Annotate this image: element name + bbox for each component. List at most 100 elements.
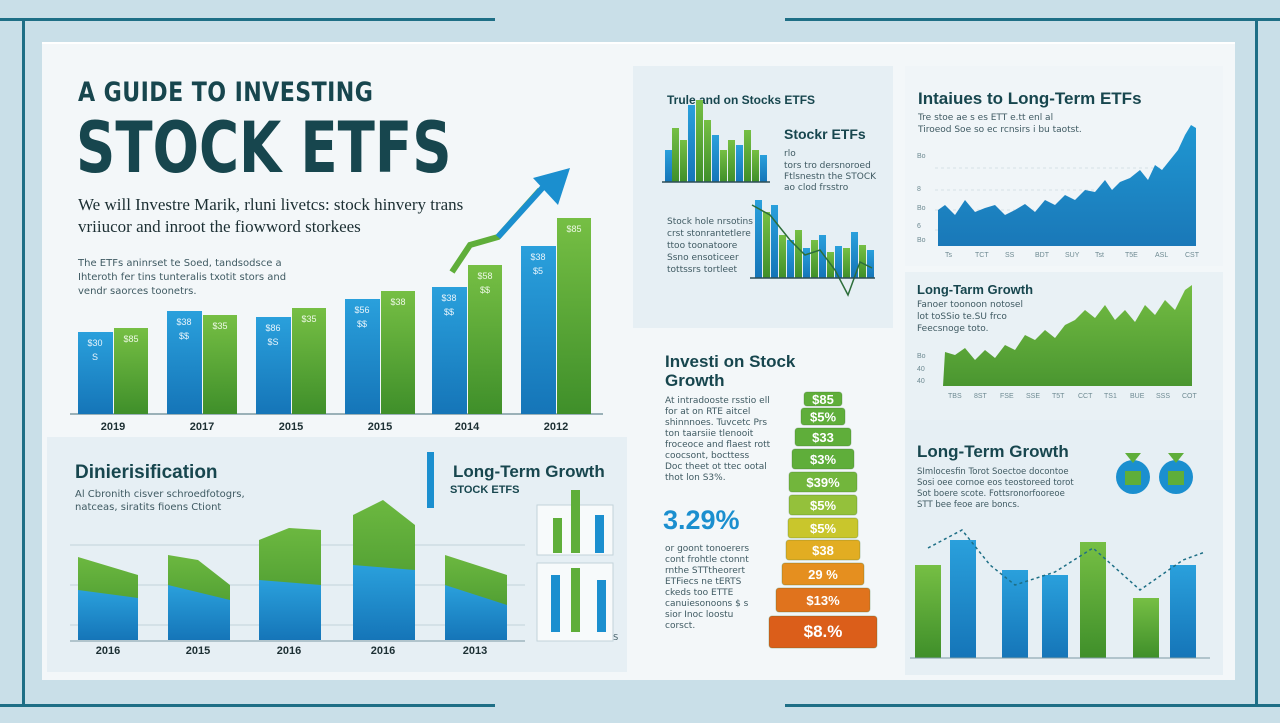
trends-title: Stockr ETFs [784,126,866,142]
stack-block-label: $5% [810,498,836,513]
bar [859,245,866,278]
bar [114,328,148,414]
ltgrowth-text-3: Feecsnoge toto. [917,324,989,334]
trend-arrow-head [533,168,570,205]
money-bag-icon [1125,453,1141,463]
x-tick-label: SSE [1026,393,1040,400]
bar [771,205,778,278]
bar [468,265,502,414]
bar [803,248,810,278]
bar [292,308,326,414]
bar [819,235,826,278]
stack-block-label: $85 [812,392,834,407]
bar [557,218,591,414]
investing-text-line: At intradooste rsstio ell [665,396,770,406]
bar [167,311,202,414]
trend-line [751,204,873,297]
x-tick-label: 2016 [371,645,395,657]
x-tick-label: 2019 [101,421,125,433]
note-line-3: vendr saorces toonetrs. [78,286,197,297]
bar [795,230,802,278]
bar [672,128,679,182]
bar [432,287,467,414]
area [938,125,1196,246]
area-blue [78,590,138,640]
investing-text-line: sior Inoc loostu [665,610,734,620]
y-tick-label: 8 [917,186,921,193]
frame-line [0,704,495,707]
area-blue [353,565,415,640]
growth-small-subtitle: STOCK ETFS [450,484,520,496]
ltgrowth2-text-2: Sosi oee cornoe eos teostoreed torot [917,478,1074,488]
stack-block-label: $3% [810,452,836,467]
x-tick-label: ASL [1155,252,1168,259]
x-tick-label: 2013 [463,645,487,657]
stack-block [791,448,855,470]
investing-text-line: rnthe STTtheorert [665,566,745,576]
bar [1080,542,1106,658]
diversification-panel [47,437,627,672]
bar [763,212,770,278]
y-tick-label: Bo [917,237,926,244]
bar-label: $30 [87,338,102,348]
bar [704,120,711,182]
investing-text-2: or goont tonoerers cont frohtle ctonnt rnt… [665,544,749,632]
bar [1170,565,1196,658]
bar [345,299,380,414]
x-tick-label: SSS [1156,393,1170,400]
investing-text-line: Doc theet ot ttec ootal [665,462,767,472]
frame-line [0,18,495,21]
bar-value-label: $S [267,337,278,347]
bar-label: $38 [176,317,191,327]
stack-block-label: $13% [806,593,840,608]
stack-block-label: $39% [806,475,840,490]
bar [760,155,767,182]
bar-label: $86 [265,323,280,333]
stack-block [785,539,861,561]
ltgrowth2-text-1: SImlocesfin Torot Soectoe docontoe [917,467,1069,477]
trends-caption: Trule and on Stocks ETFS [667,93,816,107]
investing-text-line: canuiesonoons $ s [665,599,749,609]
investing-text-line: froceoce and flaest rott [665,440,771,450]
frame-line [42,42,1235,44]
bar [787,240,794,278]
stack-block [794,427,852,447]
investing-text-line: ETFiecs ne tERTS [665,577,742,587]
bar-value-label: $$ [179,331,189,341]
trends-text1-3: Ftlsnestn the STOCK [784,172,877,182]
bar [755,200,762,278]
bar [680,140,687,182]
trends-text2-4: Ssno ensoticeer [667,253,739,263]
bar [744,130,751,182]
x-tick-label: COT [1182,393,1198,400]
bar-label: $58 [477,271,492,281]
bar [1133,598,1159,658]
y-tick-label: 40 [917,378,925,385]
x-tick-label: 2015 [186,645,210,657]
bar [1042,575,1068,658]
x-tick-label: 2012 [544,421,568,433]
bar-value-label: $$ [357,319,367,329]
ltgrowth2-text-4: STT bee feoe are boncs. [917,500,1020,510]
x-tick-label: 2017 [190,421,214,433]
investing-text-line: for at on RTE aitcel [665,407,751,417]
ltetfs-text-1: Tre stoe ae s es ETT e.tt enl al [918,113,1054,123]
bar [811,240,818,278]
money-bag-icon [1168,471,1184,485]
bar [1002,570,1028,658]
y-tick-label: 6 [917,223,921,230]
trends-text1-1: rlo [784,149,796,159]
x-tick-label: TCT [975,252,989,259]
bar [752,150,759,182]
frame-line [22,18,25,707]
x-tick-label: 2016 [277,645,301,657]
ltgrowth2-title: Long-Term Growth [917,442,1069,461]
stack-block [787,517,859,539]
bar [571,568,580,632]
investing-text-1: At intradooste rsstio ell for at on RTE a… [665,396,770,484]
diversification-title: Dinierisification [75,462,218,483]
bar-label: $38 [530,252,545,262]
